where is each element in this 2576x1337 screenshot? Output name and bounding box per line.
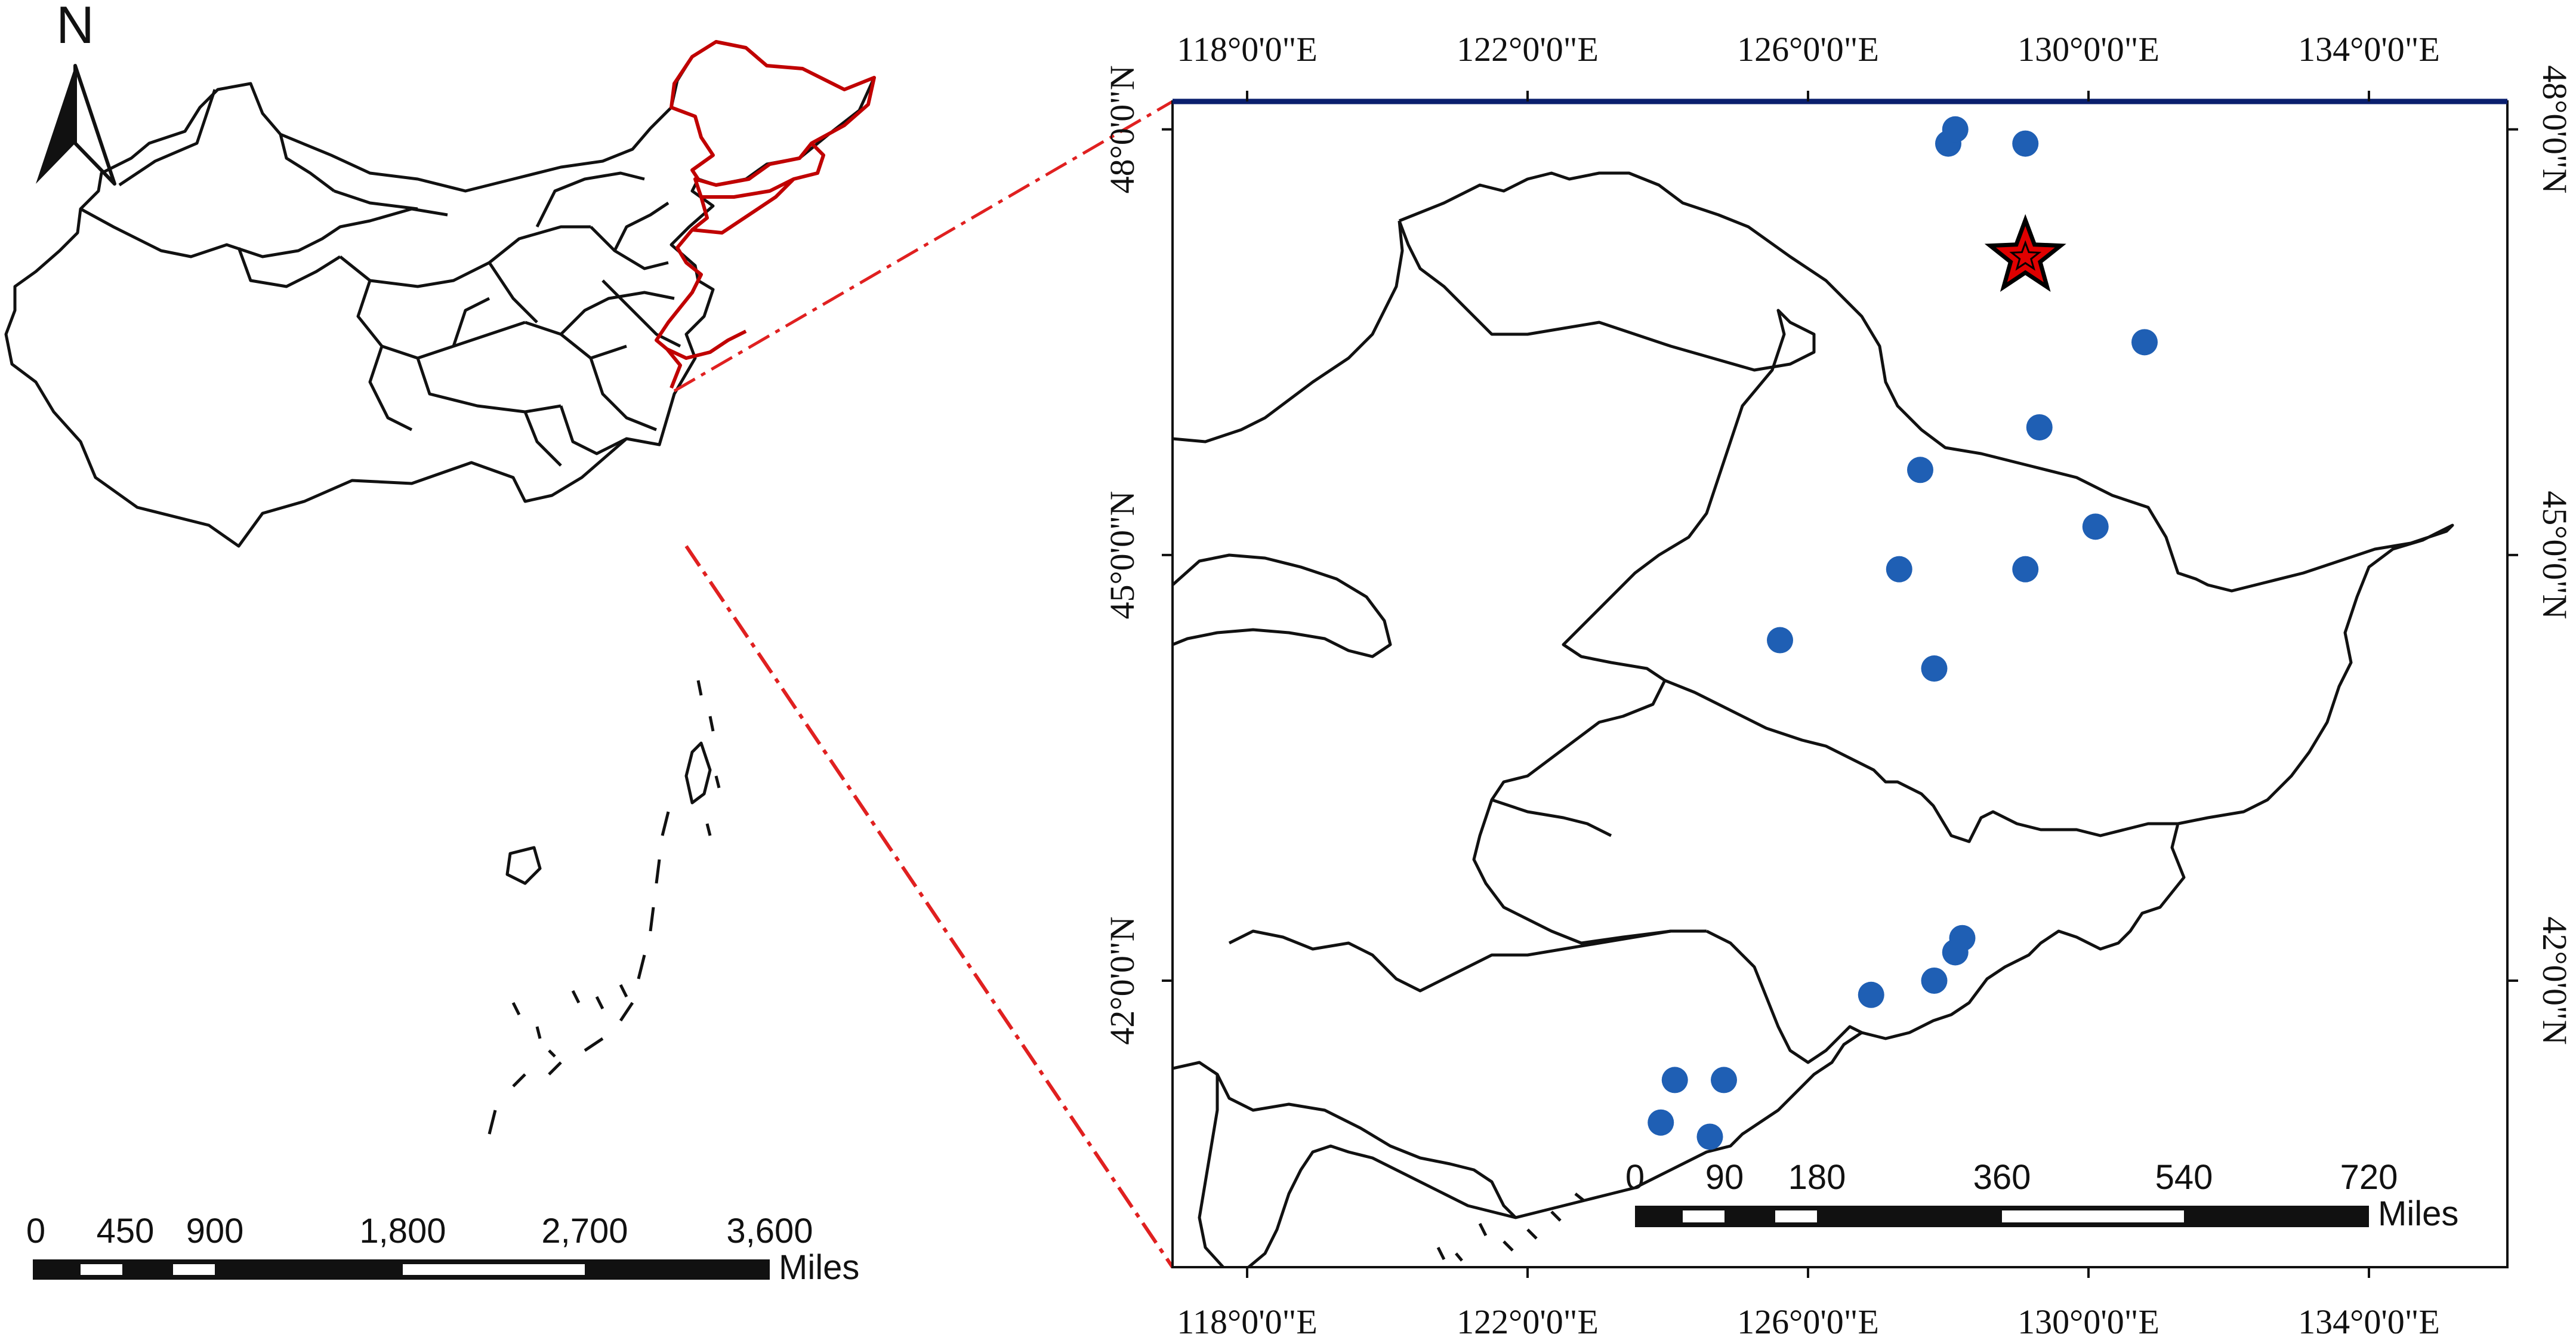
- province-border-jilin-liaoning: [1705, 929, 1863, 1064]
- south-china-sea-islands: [488, 811, 670, 1135]
- bottom-lon-label: 126°0'0"E: [1737, 1302, 1879, 1337]
- bottom-lon-label: 134°0'0"E: [2298, 1302, 2440, 1337]
- china-outline: [4, 40, 876, 548]
- right-latitude-labels: 51°0'0"N48°0'0"N45°0'0"N42°0'0"N: [2535, 65, 2574, 1045]
- detail-scale-ticks: 0 90 180 360 540 720: [1625, 1158, 2398, 1197]
- coastal-islets: [1436, 1193, 1585, 1262]
- hainan-island: [505, 846, 542, 885]
- detail-scale-tick-label: 180: [1788, 1158, 1846, 1197]
- north-arrow: N: [36, 0, 116, 186]
- bottom-lon-label: 122°0'0"E: [1457, 1302, 1599, 1337]
- sample-point: [1661, 1067, 1688, 1093]
- overview-scale-tick-label: 2,700: [541, 1212, 628, 1250]
- sample-point: [2082, 513, 2109, 540]
- liaoning-south-coast: [1173, 1061, 1517, 1219]
- bottom-lon-label: 118°0'0"E: [1177, 1302, 1318, 1337]
- province-border-liaoning-west: [1228, 929, 1707, 993]
- overview-scale-tick-label: 1,800: [359, 1212, 446, 1250]
- sample-point: [1921, 655, 1948, 682]
- detail-scale-tick-label: 540: [2155, 1158, 2213, 1197]
- sample-point: [2131, 329, 2158, 356]
- taiwan-island: [684, 741, 712, 805]
- sample-point: [2026, 414, 2053, 440]
- northeast-region-highlight: [655, 40, 876, 389]
- left-lat-label: 42°0'0"N: [1103, 916, 1142, 1045]
- top-longitude-labels: 118°0'0"E 122°0'0"E 126°0'0"E 130°0'0"E 134°…: [1177, 30, 2440, 69]
- overview-scale-tick-label: 0: [26, 1212, 45, 1250]
- sample-point: [1921, 968, 1948, 994]
- zoom-line-top: [673, 100, 1174, 393]
- overview-scale-tick-label: 3,600: [726, 1212, 813, 1250]
- top-lon-label: 122°0'0"E: [1457, 30, 1599, 69]
- sample-point: [1949, 45, 1976, 72]
- detail-scale-tick-label: 0: [1625, 1158, 1645, 1197]
- sample-points-layer: [1648, 45, 2158, 1150]
- study-site-layer: [1984, 214, 2066, 292]
- top-lon-label: 134°0'0"E: [2298, 30, 2440, 69]
- sample-point: [1858, 981, 1884, 1008]
- graticule-ticks: [1162, 91, 2518, 1278]
- province-border-heilongjiang-inner-mongolia: [1397, 220, 1816, 837]
- province-borders: [79, 89, 681, 467]
- left-latitude-labels: 51°0'0"N48°0'0"N45°0'0"N42°0'0"N: [1103, 65, 1142, 1045]
- north-arrow-dark-half-icon: [36, 66, 75, 184]
- study-site-star-inner-icon: [2009, 240, 2042, 271]
- overview-scale-tick-label: 900: [186, 1212, 244, 1250]
- top-lon-label: 118°0'0"E: [1177, 30, 1318, 69]
- province-border-heilongjiang-jilin: [1664, 679, 2178, 843]
- top-lon-label: 130°0'0"E: [2017, 30, 2159, 69]
- hulun-region-outline: [1173, 553, 1392, 658]
- detail-scale-tick-label: 90: [1705, 1158, 1744, 1197]
- sample-point: [1648, 1109, 1674, 1136]
- bottom-lon-label: 130°0'0"E: [2017, 1302, 2159, 1337]
- left-lat-label: 45°0'0"N: [1103, 491, 1142, 619]
- overview-scale-bar: 0 450 900 1,800 2,700 3,600 Miles: [26, 1212, 859, 1287]
- sample-point: [2012, 130, 2039, 157]
- detail-scale-unit: Miles: [2378, 1194, 2458, 1233]
- north-arrow-light-half-icon: [73, 64, 116, 186]
- zoom-line-bottom: [684, 545, 1174, 1268]
- sample-point: [2012, 556, 2039, 583]
- detail-scale-bar: 0 90 180 360 540 720 Miles: [1625, 1158, 2458, 1233]
- sample-point: [1767, 627, 1793, 654]
- sample-point: [1942, 116, 1969, 143]
- overview-map: [4, 40, 876, 1135]
- sample-point: [1886, 556, 1912, 583]
- overview-scale-unit: Miles: [779, 1248, 859, 1287]
- east-coast-islets: [696, 680, 721, 836]
- liaodong-peninsula: [1198, 1074, 1224, 1267]
- sample-point: [1696, 1123, 1723, 1150]
- inner-mongolia-west-boundary: [1173, 220, 1404, 443]
- bottom-longitude-labels: 118°0'0"E 122°0'0"E 126°0'0"E 130°0'0"E 134°…: [1177, 1302, 2440, 1337]
- left-lat-label: 48°0'0"N: [1103, 65, 1142, 193]
- sample-point: [1942, 939, 1969, 966]
- north-label: N: [56, 0, 94, 54]
- right-lat-label: 45°0'0"N: [2535, 491, 2574, 619]
- top-lon-label: 126°0'0"E: [1737, 30, 1879, 69]
- overview-scale-tick-label: 450: [97, 1212, 155, 1250]
- study-site-star-icon: [1984, 214, 2066, 292]
- sample-point: [1711, 1067, 1737, 1093]
- right-lat-label: 42°0'0"N: [2535, 916, 2574, 1045]
- detail-scale-tick-label: 720: [2340, 1158, 2398, 1197]
- overview-scale-ticks: 0 450 900 1,800 2,700 3,600: [26, 1212, 813, 1250]
- detail-scale-tick-label: 360: [1973, 1158, 2031, 1197]
- right-lat-label: 48°0'0"N: [2535, 65, 2574, 193]
- detail-map-frame: [1171, 100, 2509, 1268]
- sample-point: [1907, 457, 1933, 483]
- detail-map: 118°0'0"E 122°0'0"E 126°0'0"E 130°0'0"E 134°…: [1103, 30, 2574, 1337]
